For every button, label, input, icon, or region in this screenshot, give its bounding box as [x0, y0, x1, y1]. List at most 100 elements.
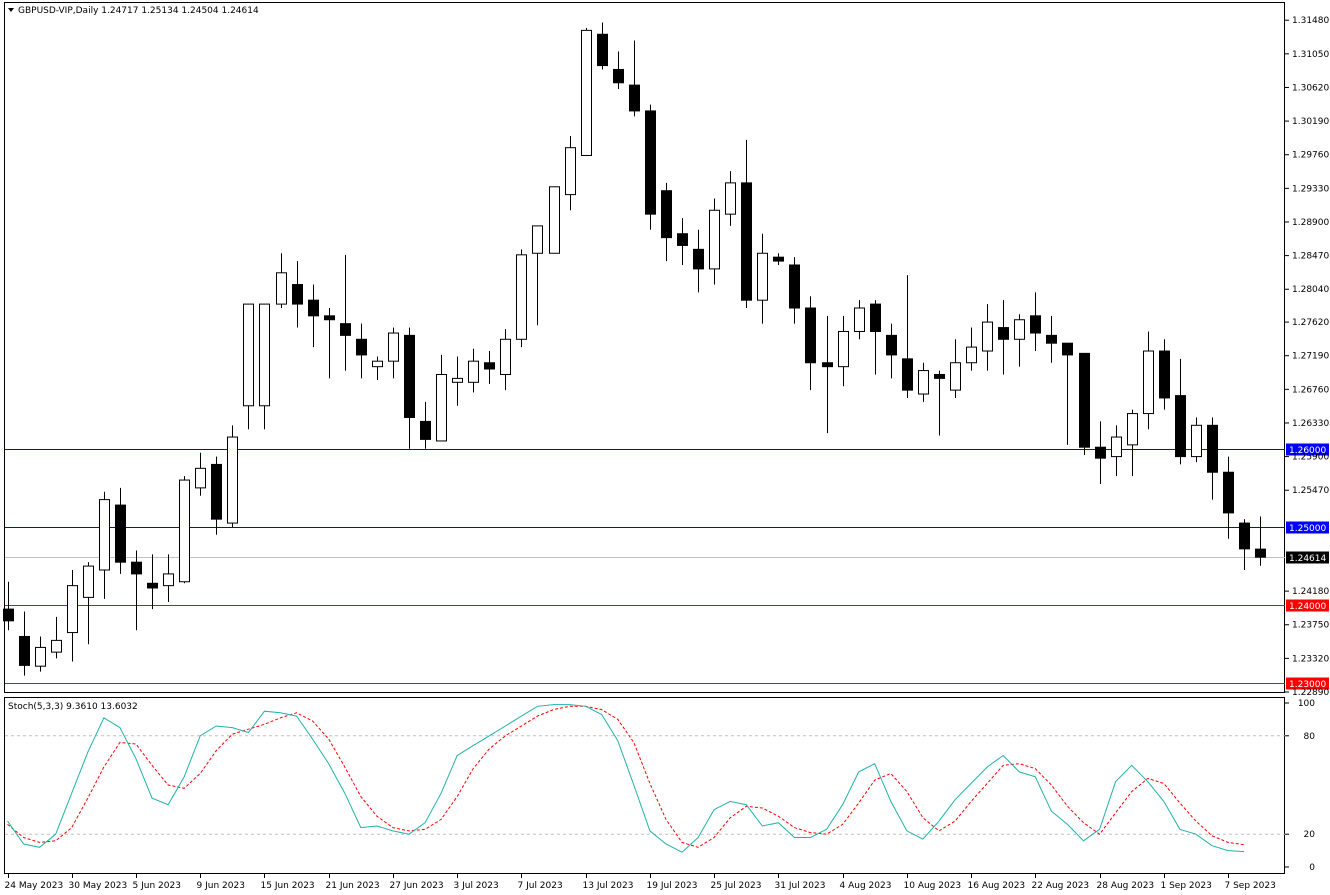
candle[interactable]: [35, 636, 46, 672]
candle[interactable]: [195, 452, 206, 496]
candle[interactable]: [404, 327, 415, 449]
candle[interactable]: [1062, 342, 1073, 445]
candle[interactable]: [581, 28, 592, 157]
candle[interactable]: [549, 186, 560, 254]
candle[interactable]: [99, 491, 110, 599]
candle[interactable]: [115, 487, 126, 574]
candle[interactable]: [741, 139, 752, 309]
candle[interactable]: [918, 362, 929, 402]
candle[interactable]: [276, 253, 287, 309]
candle[interactable]: [789, 257, 800, 324]
candle[interactable]: [1175, 358, 1186, 465]
candle[interactable]: [227, 425, 238, 527]
candle[interactable]: [356, 323, 367, 379]
candle[interactable]: [902, 275, 913, 398]
candle[interactable]: [1223, 456, 1234, 539]
stoch-header: Stoch(5,3,3) 9.3610 13.6032: [8, 702, 138, 712]
candle[interactable]: [147, 554, 158, 610]
candle[interactable]: [854, 300, 865, 340]
candle[interactable]: [645, 104, 656, 230]
candle[interactable]: [1191, 417, 1202, 463]
candle-body-bear: [420, 420, 431, 440]
candle[interactable]: [838, 315, 849, 387]
time-tick-label: 19 Jul 2023: [647, 881, 698, 891]
candle[interactable]: [292, 261, 303, 328]
candle-body-bear: [789, 264, 800, 309]
candle[interactable]: [532, 225, 543, 326]
candle[interactable]: [259, 303, 270, 430]
candle[interactable]: [822, 315, 833, 434]
candle[interactable]: [1079, 352, 1090, 456]
candle-body-bear: [1046, 334, 1057, 344]
candle-body-bear: [484, 362, 495, 370]
time-tick-label: 4 Aug 2023: [840, 881, 892, 891]
candle-body-bear: [822, 362, 833, 368]
candle[interactable]: [1255, 516, 1266, 566]
candle[interactable]: [934, 370, 945, 436]
candle-body-bear: [1239, 522, 1250, 550]
level-tag-1.24000: [1286, 599, 1329, 612]
candle[interactable]: [1095, 421, 1106, 484]
candle[interactable]: [243, 303, 254, 430]
candle[interactable]: [613, 51, 624, 90]
candle[interactable]: [966, 327, 977, 371]
candle[interactable]: [468, 348, 479, 393]
candle[interactable]: [709, 198, 720, 285]
candle[interactable]: [1143, 331, 1154, 430]
candle[interactable]: [1127, 409, 1138, 477]
candle[interactable]: [163, 554, 174, 603]
time-tick-label: 15 Jun 2023: [261, 881, 315, 891]
candle[interactable]: [516, 249, 527, 348]
candle[interactable]: [998, 300, 1009, 375]
dropdown-triangle-icon[interactable]: [8, 8, 14, 12]
candle[interactable]: [211, 456, 222, 535]
candle-body-bear: [1255, 548, 1266, 558]
candle[interactable]: [661, 182, 672, 262]
candle[interactable]: [83, 562, 94, 645]
candle[interactable]: [677, 218, 688, 265]
candle[interactable]: [324, 308, 335, 379]
candle[interactable]: [1046, 315, 1057, 363]
price-tick-label: 1.31480: [1292, 16, 1329, 26]
candle[interactable]: [500, 329, 511, 391]
candle[interactable]: [725, 171, 736, 226]
candle[interactable]: [340, 254, 351, 371]
candle[interactable]: [1207, 417, 1218, 500]
candle[interactable]: [436, 354, 447, 442]
candle[interactable]: [1239, 519, 1250, 570]
candle-body-bear: [886, 334, 897, 356]
candle-body-bear: [645, 110, 656, 215]
candle[interactable]: [51, 616, 62, 659]
candle[interactable]: [1159, 339, 1170, 410]
candle[interactable]: [388, 327, 399, 379]
candle[interactable]: [131, 550, 142, 631]
candle[interactable]: [629, 40, 640, 117]
candle[interactable]: [372, 356, 383, 380]
candle[interactable]: [1030, 292, 1041, 352]
candle[interactable]: [870, 300, 881, 375]
candle[interactable]: [693, 229, 704, 293]
candle[interactable]: [179, 476, 190, 584]
candle[interactable]: [308, 284, 319, 348]
candle[interactable]: [950, 339, 961, 398]
time-tick-label: 31 Jul 2023: [775, 881, 826, 891]
candle[interactable]: [982, 304, 993, 371]
candle[interactable]: [886, 323, 897, 379]
candle[interactable]: [484, 351, 495, 384]
time-tick-label: 10 Aug 2023: [904, 881, 962, 891]
candle[interactable]: [1111, 425, 1122, 477]
candle[interactable]: [1014, 314, 1025, 367]
candle[interactable]: [420, 401, 431, 449]
candle[interactable]: [805, 296, 816, 391]
price-axis: 1.31480 1.31050 1.30620 1.30190 1.29760 1.293…: [1285, 16, 1329, 698]
candle[interactable]: [452, 356, 463, 406]
candle[interactable]: [773, 253, 784, 265]
candle[interactable]: [19, 611, 30, 676]
candle-body-bear: [597, 33, 608, 67]
candle[interactable]: [597, 22, 608, 70]
candle[interactable]: [3, 581, 14, 631]
candle[interactable]: [757, 233, 768, 324]
candle[interactable]: [67, 569, 78, 662]
candle[interactable]: [565, 135, 576, 211]
